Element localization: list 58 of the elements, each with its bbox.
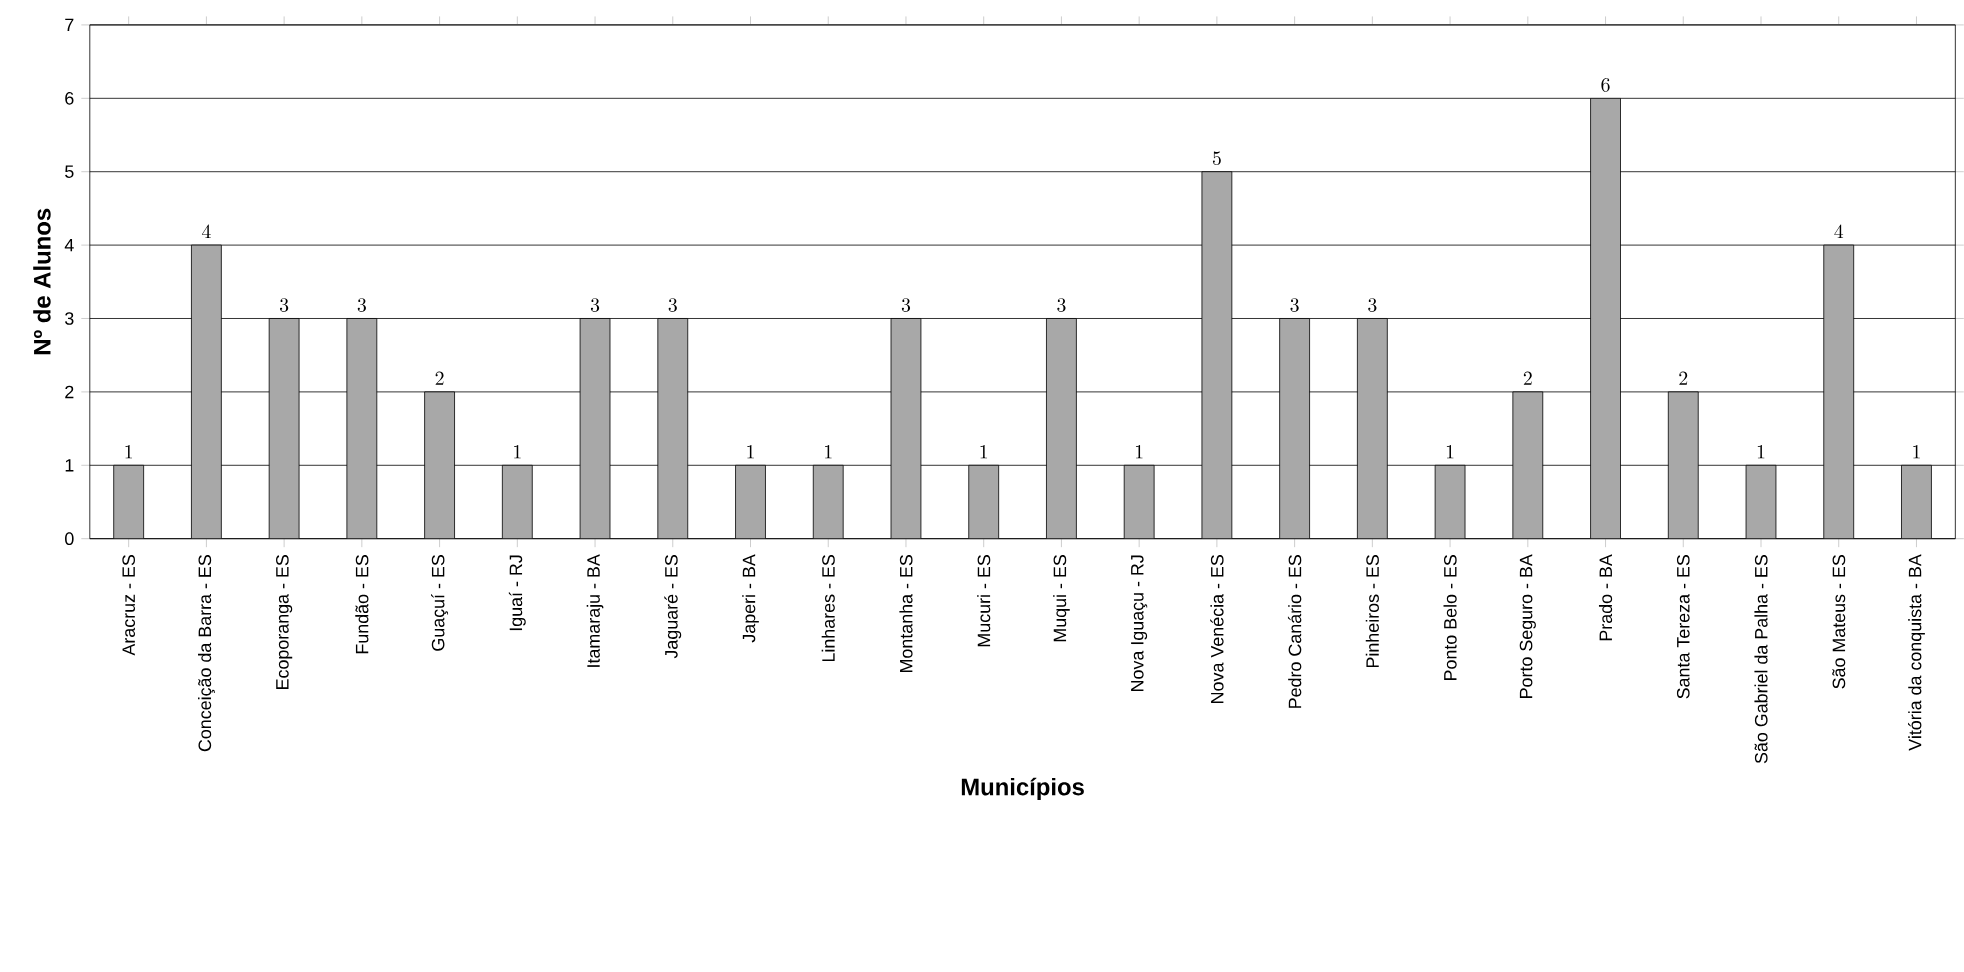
data-label: 5 [1212,151,1221,166]
x-tick-label: Mucuri - ES [977,555,991,647]
data-label: 4 [201,224,211,239]
x-tick-label: Linhares - ES [821,555,835,662]
x-axis-title: Municípios [961,777,1084,801]
x-tick-label: Jaguaré - ES [664,555,682,659]
x-tick-label: Ecoporanga - ES [276,555,293,690]
data-label: 3 [590,298,600,313]
x-tick-label: Montanha - ES [899,555,913,673]
data-label: 4 [1834,224,1844,239]
x-tick-label: Itamaraju - BA [586,554,604,668]
x-tick-label: Guaçuí - ES [431,555,449,651]
y-tick-label: 7 [65,18,74,32]
x-tick-label: São Gabriel da Palha - ES [1754,555,1768,764]
x-tick-label: Nova Iguaçu - RJ [1131,555,1148,692]
data-label: 1 [1135,445,1143,459]
data-label: 3 [901,298,911,313]
x-tick-label: Santa Tereza - ES [1676,555,1690,699]
data-label: 2 [1679,371,1688,386]
x-tick-label: Pinheiros - ES [1365,555,1379,668]
data-label: 3 [668,298,677,313]
y-tick-label: 5 [65,165,74,179]
data-label: 3 [1290,298,1299,313]
data-label: 3 [1368,298,1377,313]
data-label: 1 [825,445,832,459]
data-label: 1 [1446,445,1454,459]
x-tick-label: Nova Venécia - ES [1210,555,1224,704]
y-tick-label: 4 [64,239,74,252]
x-tick-label: Vitória da conquista - BA [1908,554,1925,751]
data-label: 6 [1601,78,1610,92]
data-label: 1 [1913,445,1920,459]
x-tick-label: Prado - BA [1598,554,1613,641]
y-tick-label: 0 [65,532,74,546]
data-label: 2 [1523,371,1532,386]
data-label: 3 [357,298,366,313]
data-label: 1 [980,445,988,459]
x-tick-label: Porto Seguro - BA [1519,554,1536,699]
x-tick-label: Ponto Belo - ES [1443,555,1457,681]
y-axis-title: Nº de Alunos [33,209,51,355]
data-label: 1 [514,445,521,459]
x-tick-label: Aracruz - ES [122,555,136,656]
x-tick-label: São Mateus - ES [1832,555,1846,689]
data-label: 1 [747,445,754,459]
y-tick-label: 1 [65,459,74,472]
x-tick-label: Pedro Canário - ES [1287,555,1302,709]
y-tick-label: 2 [65,385,74,399]
x-tick-label: Fundão - ES [355,555,369,654]
x-tick-label: Iguaí - RJ [508,555,526,631]
y-tick-label: 3 [65,312,74,326]
x-tick-label: Muqui - ES [1053,555,1070,642]
x-tick-label: Conceição da Barra - ES [198,555,215,752]
x-tick-label: Japeri - BA [742,554,759,643]
data-label: 2 [435,371,444,386]
data-label: 1 [125,445,133,459]
data-label: 3 [1057,298,1066,313]
y-tick-label: 6 [65,92,74,105]
data-label: 3 [280,298,289,313]
data-label: 1 [1757,445,1765,459]
